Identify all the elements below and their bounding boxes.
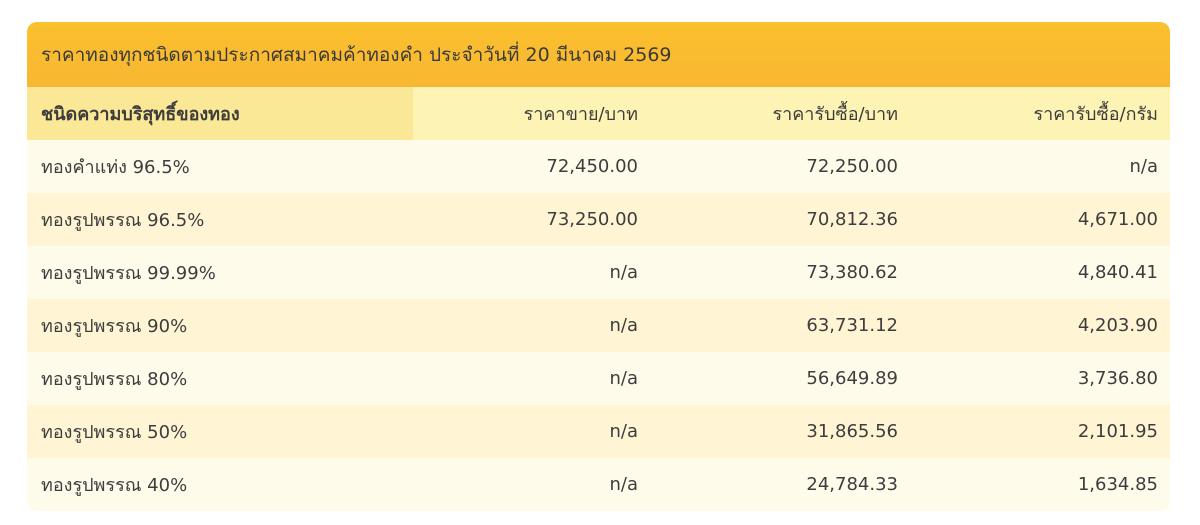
gold-price-table: ชนิดความบริสุทธิ์ของทอง ราคาขาย/บาท ราคา… (27, 87, 1170, 511)
buy-per-baht-cell: 56,649.89 (650, 352, 910, 405)
buy-per-baht-cell: 72,250.00 (650, 140, 910, 193)
buy-per-baht-cell: 70,812.36 (650, 193, 910, 246)
table-row: ทองรูปพรรณ 50% n/a 31,865.56 2,101.95 (27, 405, 1170, 458)
header-purity: ชนิดความบริสุทธิ์ของทอง (27, 87, 413, 140)
sell-per-baht-cell: 73,250.00 (413, 193, 650, 246)
buy-per-gram-cell: 4,840.41 (910, 246, 1170, 299)
buy-per-baht-cell: 63,731.12 (650, 299, 910, 352)
sell-per-baht-cell: n/a (413, 299, 650, 352)
purity-cell: ทองคำแท่ง 96.5% (27, 140, 413, 193)
table-row: ทองรูปพรรณ 90% n/a 63,731.12 4,203.90 (27, 299, 1170, 352)
buy-per-gram-cell: 3,736.80 (910, 352, 1170, 405)
gold-price-table-card: ราคาทองทุกชนิดตามประกาศสมาคมค้าทองคำ ประ… (27, 22, 1170, 511)
purity-cell: ทองรูปพรรณ 50% (27, 405, 413, 458)
table-row: ทองคำแท่ง 96.5% 72,450.00 72,250.00 n/a (27, 140, 1170, 193)
buy-per-baht-cell: 24,784.33 (650, 458, 910, 511)
sell-per-baht-cell: n/a (413, 405, 650, 458)
buy-per-gram-cell: 4,203.90 (910, 299, 1170, 352)
sell-per-baht-cell: n/a (413, 458, 650, 511)
sell-per-baht-cell: 72,450.00 (413, 140, 650, 193)
buy-per-baht-cell: 73,380.62 (650, 246, 910, 299)
table-row: ทองรูปพรรณ 40% n/a 24,784.33 1,634.85 (27, 458, 1170, 511)
header-row: ชนิดความบริสุทธิ์ของทอง ราคาขาย/บาท ราคา… (27, 87, 1170, 140)
header-buy-per-baht: ราคารับซื้อ/บาท (650, 87, 910, 140)
header-buy-per-gram: ราคารับซื้อ/กรัม (910, 87, 1170, 140)
buy-per-baht-cell: 31,865.56 (650, 405, 910, 458)
purity-cell: ทองรูปพรรณ 90% (27, 299, 413, 352)
table-row: ทองรูปพรรณ 80% n/a 56,649.89 3,736.80 (27, 352, 1170, 405)
table-row: ทองรูปพรรณ 99.99% n/a 73,380.62 4,840.41 (27, 246, 1170, 299)
table-title: ราคาทองทุกชนิดตามประกาศสมาคมค้าทองคำ ประ… (27, 22, 1170, 87)
buy-per-gram-cell: n/a (910, 140, 1170, 193)
purity-cell: ทองรูปพรรณ 99.99% (27, 246, 413, 299)
table-row: ทองรูปพรรณ 96.5% 73,250.00 70,812.36 4,671.… (27, 193, 1170, 246)
purity-cell: ทองรูปพรรณ 96.5% (27, 193, 413, 246)
buy-per-gram-cell: 2,101.95 (910, 405, 1170, 458)
sell-per-baht-cell: n/a (413, 246, 650, 299)
purity-cell: ทองรูปพรรณ 80% (27, 352, 413, 405)
purity-cell: ทองรูปพรรณ 40% (27, 458, 413, 511)
buy-per-gram-cell: 1,634.85 (910, 458, 1170, 511)
sell-per-baht-cell: n/a (413, 352, 650, 405)
buy-per-gram-cell: 4,671.00 (910, 193, 1170, 246)
header-sell-per-baht: ราคาขาย/บาท (413, 87, 650, 140)
